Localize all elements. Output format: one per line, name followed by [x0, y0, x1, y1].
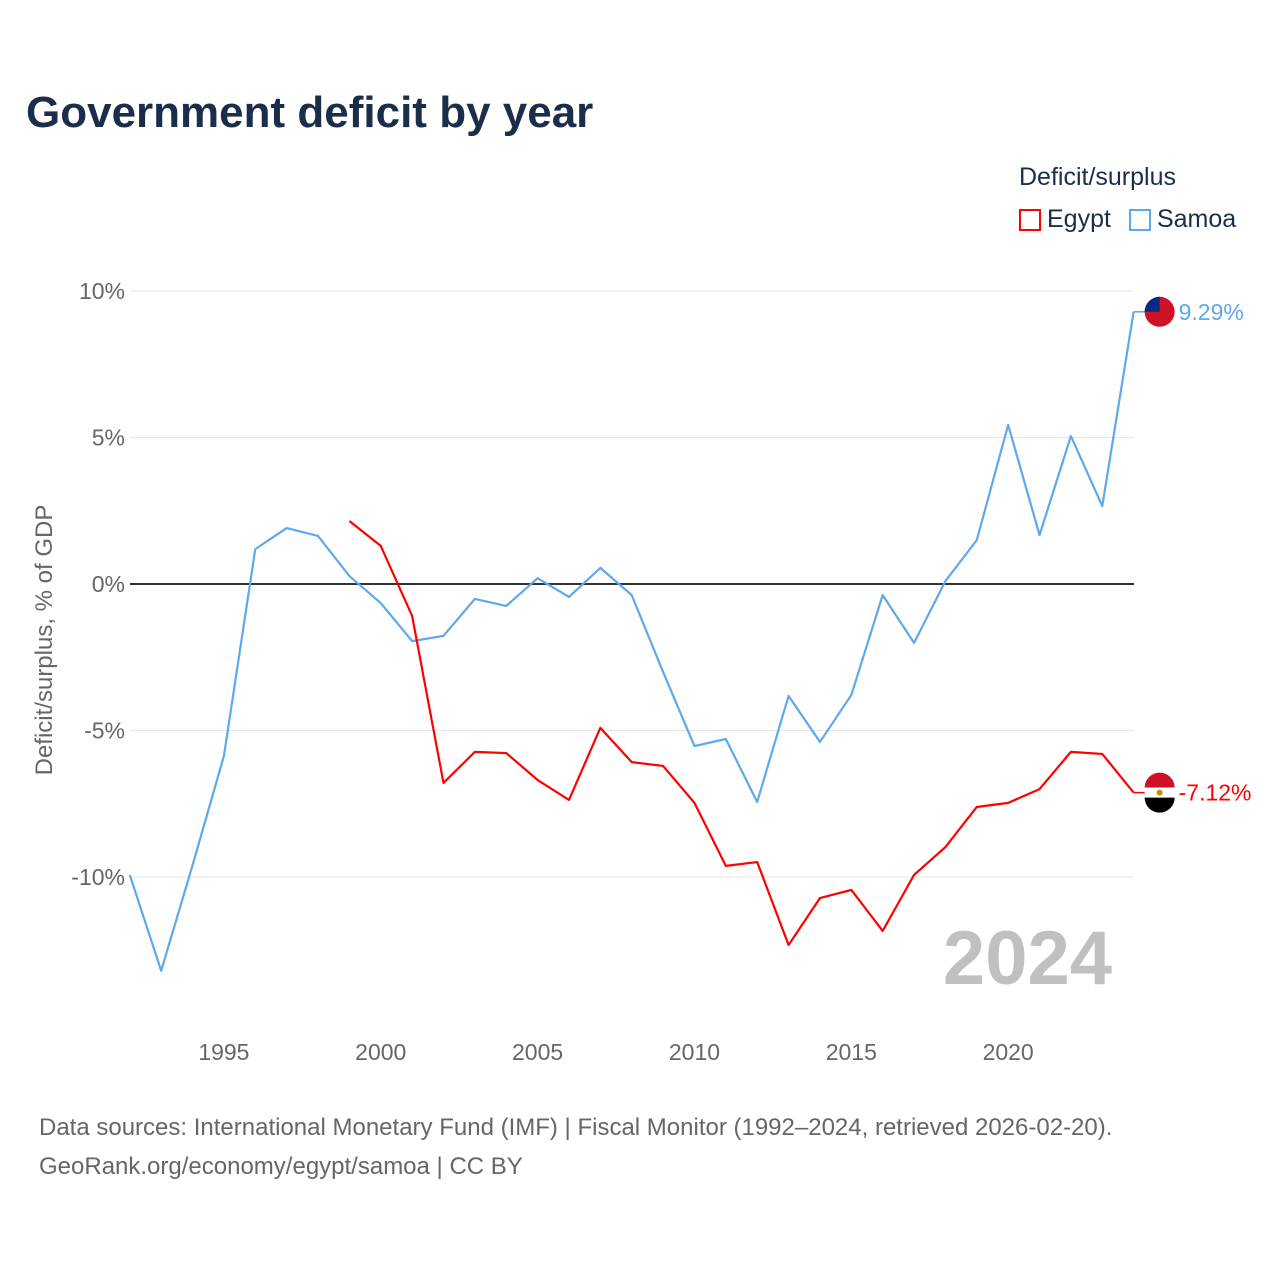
x-tick-label: 2000 — [355, 1039, 406, 1065]
legend: Egypt Samoa — [1019, 205, 1236, 234]
legend-item-egypt[interactable]: Egypt — [1019, 205, 1111, 234]
series-line-samoa — [128, 311, 1135, 972]
x-tick-label: 2005 — [512, 1039, 563, 1065]
end-label-samoa: 9.29% — [1179, 299, 1244, 325]
chart-title: Government deficit by year — [26, 88, 594, 137]
source-line-1: Data sources: International Monetary Fun… — [39, 1114, 1113, 1141]
samoa-flag-canton — [1144, 296, 1160, 312]
y-tick-label: 10% — [79, 278, 125, 304]
year-watermark: 2024 — [943, 916, 1112, 1001]
end-label-egypt: -7.12% — [1179, 780, 1252, 806]
x-tick-label: 2010 — [669, 1039, 720, 1065]
source-line-2[interactable]: GeoRank.org/economy/egypt/samoa | CC BY — [39, 1153, 523, 1180]
egypt-flag-eagle — [1156, 789, 1163, 796]
legend-title: Deficit/surplus — [1019, 163, 1176, 191]
x-tick-label: 1995 — [198, 1039, 249, 1065]
y-tick-label: 0% — [92, 571, 125, 597]
legend-label-egypt: Egypt — [1047, 205, 1111, 233]
y-tick-label: -5% — [84, 718, 125, 744]
egypt-flag-icon — [1144, 772, 1175, 788]
y-tick-label: -10% — [71, 864, 125, 890]
legend-swatch-egypt — [1019, 208, 1041, 231]
y-axis-label: Deficit/surplus, % of GDP — [31, 505, 58, 776]
y-tick-label: 5% — [92, 425, 125, 451]
x-tick-label: 2015 — [826, 1039, 877, 1065]
series-line-egypt — [348, 520, 1135, 947]
egypt-flag-black — [1144, 797, 1175, 813]
source-text: Data sources: International Monetary Fun… — [39, 1108, 1112, 1186]
legend-swatch-samoa — [1128, 208, 1151, 231]
legend-item-samoa[interactable]: Samoa — [1128, 205, 1237, 234]
x-tick-label: 2020 — [983, 1039, 1034, 1065]
legend-label-samoa: Samoa — [1156, 205, 1237, 233]
